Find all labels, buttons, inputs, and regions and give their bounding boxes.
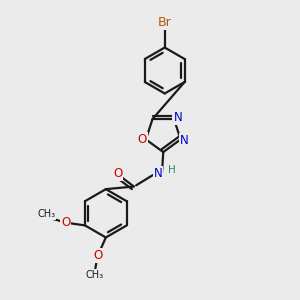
Text: O: O [138,133,147,146]
Text: N: N [173,111,182,124]
Text: CH₃: CH₃ [85,269,104,280]
Text: Br: Br [158,16,172,29]
Text: N: N [180,134,189,147]
Text: O: O [113,167,122,180]
Text: N: N [154,167,162,180]
Text: O: O [61,216,70,229]
Text: CH₃: CH₃ [37,209,56,219]
Text: O: O [93,249,102,262]
Text: H: H [168,165,176,175]
